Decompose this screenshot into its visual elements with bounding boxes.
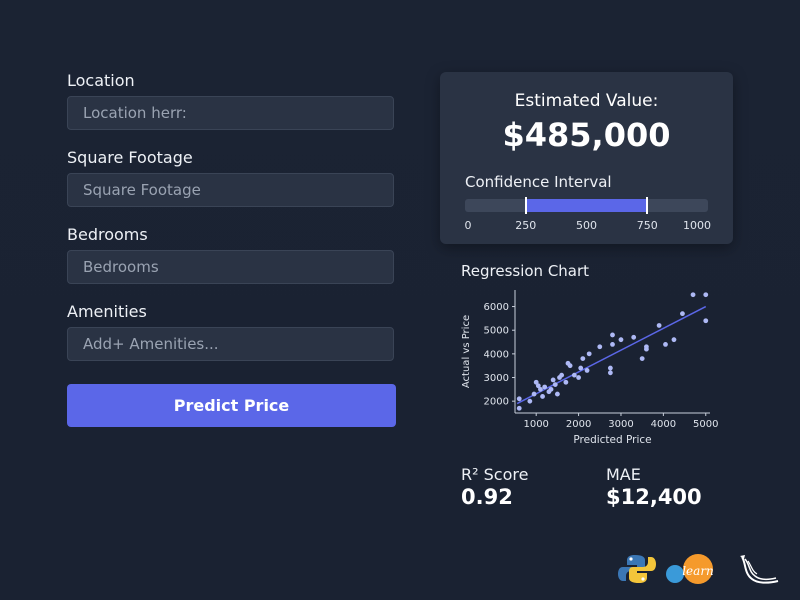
confidence-interval-label: Confidence Interval (465, 173, 612, 191)
data-point (540, 394, 545, 399)
x-axis-label: Predicted Price (573, 434, 651, 446)
estimated-value-amount: $485,000 (502, 116, 671, 154)
confidence-interval-high-marker (646, 197, 649, 214)
data-point (639, 356, 645, 361)
data-point (531, 391, 537, 397)
data-point (554, 391, 560, 397)
data-point (559, 372, 565, 378)
x-tick-label: 4000 (651, 419, 676, 430)
data-point (586, 351, 592, 357)
confidence-interval-tick: 500 (576, 219, 597, 232)
x-tick-label: 2000 (566, 419, 591, 430)
data-point (567, 363, 573, 369)
data-point (631, 334, 637, 340)
confidence-interval-tick: 750 (636, 219, 658, 232)
data-point (610, 342, 615, 347)
r2-score-value: 0.92 (461, 485, 513, 509)
mae-label: MAE (606, 465, 641, 484)
y-tick-label: 6000 (484, 302, 509, 313)
bedrooms-input[interactable] (67, 250, 394, 284)
r2-score-label: R² Score (461, 465, 529, 484)
y-tick-label: 2000 (484, 397, 509, 408)
y-tick-label: 5000 (484, 326, 509, 337)
data-point (580, 356, 586, 361)
y-tick-label: 4000 (484, 349, 509, 360)
data-point (656, 323, 662, 328)
python-logo-icon (618, 555, 656, 583)
x-tick-label: 5000 (693, 419, 718, 430)
confidence-interval-low-marker (524, 197, 527, 214)
data-point (576, 375, 581, 380)
data-point (542, 384, 548, 390)
x-tick-label: 1000 (523, 419, 548, 430)
data-point (607, 365, 613, 371)
scikit-learn-logo-icon: learn (666, 554, 714, 584)
data-point (610, 332, 615, 338)
y-axis-label: Actual vs Price (461, 315, 472, 388)
data-point (607, 370, 613, 376)
data-point (584, 368, 590, 373)
x-tick-label: 3000 (608, 419, 633, 430)
regression-line (516, 305, 707, 405)
data-point (535, 383, 541, 389)
confidence-interval-tick: 0 (464, 219, 472, 232)
flask-logo-icon (740, 555, 779, 584)
data-point (548, 386, 554, 392)
regression-chart: 1000 2000 3000 4000 5000 2000 3000 4000 5000 6000… (461, 290, 718, 446)
data-point (527, 398, 533, 404)
confidence-interval-range (525, 199, 648, 212)
data-point (516, 405, 522, 411)
data-point (663, 342, 668, 347)
amenities-input[interactable] (67, 327, 394, 361)
data-point (671, 337, 677, 343)
data-point (618, 337, 624, 343)
data-point (571, 372, 577, 378)
data-point (644, 344, 649, 350)
data-point (563, 379, 569, 385)
location-input[interactable] (67, 96, 394, 130)
scikit-learn-logo-text: learn (682, 564, 714, 578)
square-footage-label: Square Footage (67, 148, 193, 167)
data-point (533, 379, 539, 385)
data-point (597, 344, 603, 350)
estimated-value-card: Estimated Value: $485,000 Confidence Int… (440, 72, 733, 244)
amenities-label: Amenities (67, 302, 147, 321)
mae-value: $12,400 (606, 485, 702, 509)
predict-price-button[interactable]: Predict Price (67, 384, 396, 427)
y-tick-label: 3000 (484, 373, 509, 384)
data-point (538, 386, 543, 392)
data-point (516, 396, 522, 402)
data-point (552, 382, 558, 388)
data-point (703, 292, 709, 298)
estimated-value-title: Estimated Value: (514, 91, 659, 111)
confidence-interval-bar (465, 197, 708, 214)
data-point (578, 365, 584, 371)
regression-chart-title: Regression Chart (461, 262, 590, 280)
bedrooms-label: Bedrooms (67, 225, 148, 244)
confidence-interval-tick: 1000 (683, 219, 711, 232)
confidence-interval-tick: 250 (515, 219, 537, 232)
data-point (690, 292, 696, 298)
data-point (680, 311, 685, 317)
square-footage-input[interactable] (67, 173, 394, 207)
data-point (550, 377, 556, 383)
location-label: Location (67, 71, 135, 90)
data-point (703, 318, 709, 324)
